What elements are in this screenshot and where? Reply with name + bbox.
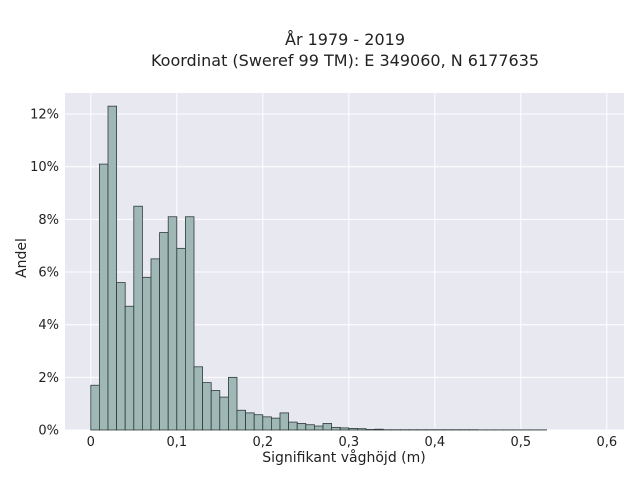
histogram-bar [313,425,324,431]
x-tick-label: 0,5 [510,435,531,450]
histogram-bar [288,421,298,431]
y-tick-label: 8% [38,213,59,228]
histogram-bar [107,105,117,431]
y-tick-label: 10% [30,160,59,175]
histogram-bar [279,412,290,431]
histogram-bar [133,205,143,431]
x-tick-label: 0 [87,435,95,450]
histogram-bar [305,424,315,431]
histogram-bar [176,247,186,431]
histogram-bar [159,232,169,431]
histogram-bar [210,390,221,431]
x-tick-label: 0,4 [424,435,445,450]
histogram-bar [322,423,333,431]
y-tick-label: 0% [38,424,59,439]
histogram-bar [227,376,238,431]
y-tick-label: 4% [38,318,59,333]
bars [90,105,548,431]
histogram-bar [124,305,135,431]
histogram-bar [356,428,367,431]
histogram-bar [219,396,229,431]
histogram-bar [116,282,126,431]
x-tick-label: 0,1 [166,435,187,450]
histogram-bar [374,428,384,431]
histogram-bar [245,412,255,431]
histogram-bar [141,276,152,431]
y-tick-label: 2% [38,371,59,386]
histogram-bar [193,366,203,431]
histogram-bar [253,414,264,431]
histogram-bar [331,426,341,431]
y-tick-label: 6% [38,266,59,281]
x-tick-label: 0,6 [596,435,617,450]
x-axis-ticks: 0 0,1 0,2 0,3 0,4 0,5 0,6 [87,435,617,450]
chart-title-line2: Koordinat (Sweref 99 TM): E 349060, N 61… [151,51,539,70]
histogram-bar [236,409,246,431]
x-tick-label: 0,3 [338,435,359,450]
histogram-bar [348,428,358,431]
histogram-bar [184,216,195,431]
histogram-bar [365,429,375,431]
histogram-bar [270,417,281,431]
histogram-bar [262,416,272,431]
histogram-bar [296,423,307,431]
y-tick-label: 12% [30,108,59,123]
histogram-bar [339,427,350,431]
x-tick-label: 0,2 [252,435,273,450]
y-axis-ticks: 0% 2% 4% 6% 8% 10% 12% [30,108,59,439]
histogram-bar [202,382,212,431]
histogram-bar [90,384,100,431]
histogram-bar [99,163,109,431]
histogram-bar [167,216,178,431]
chart-title-line1: År 1979 - 2019 [285,30,405,49]
histogram-bar [150,258,160,431]
y-axis-label: Andel [14,238,30,278]
x-axis-label: Signifikant våghöjd (m) [262,449,425,466]
